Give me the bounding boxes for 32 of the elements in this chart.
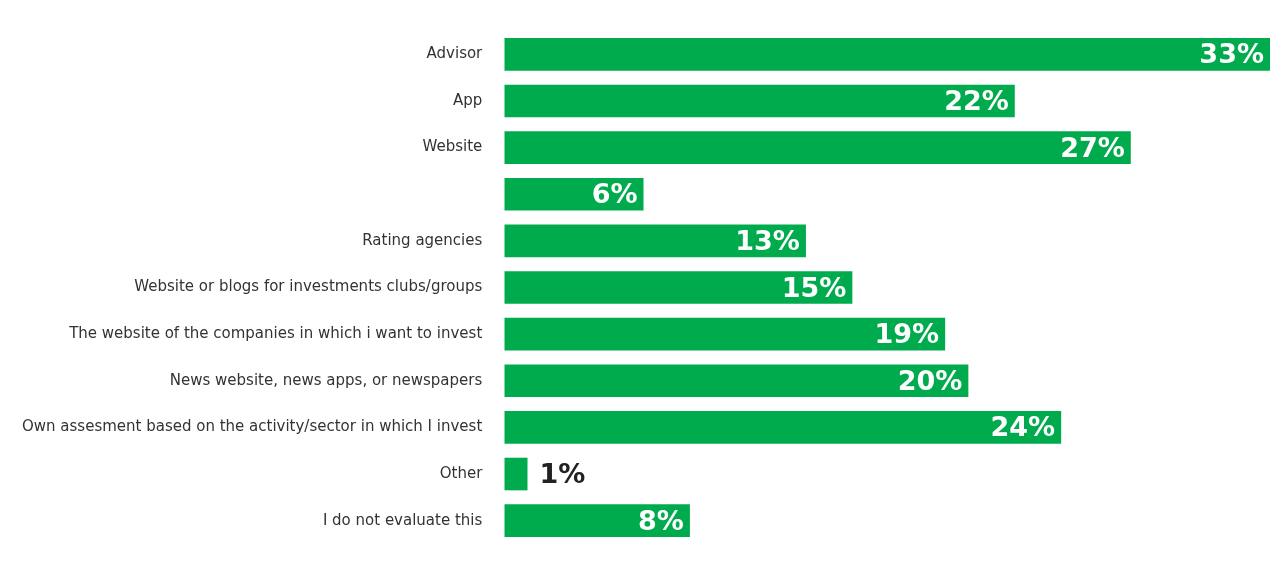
y-tick-label: Own assesment based on the activity/sector in which I invest — [21, 417, 483, 436]
bar — [504, 131, 1131, 164]
bar — [504, 224, 806, 258]
bar — [504, 364, 969, 398]
bar — [504, 504, 690, 538]
bar — [504, 271, 853, 304]
bar — [504, 84, 1015, 118]
data-label: 15% — [781, 271, 847, 303]
bar — [504, 457, 528, 491]
y-tick-label: Other — [439, 463, 484, 482]
y-tick-label: Website or blogs for investments clubs/groups — [134, 277, 483, 296]
y-tick-label: Website — [422, 137, 483, 156]
bar — [504, 411, 1062, 444]
data-label: 19% — [874, 318, 940, 350]
y-tick-label: The website of the companies in which i want to invest — [68, 324, 483, 343]
data-label: 13% — [735, 224, 800, 256]
y-tick-label: Rating agencies — [362, 230, 483, 249]
bar — [504, 317, 946, 351]
data-label: 1% — [539, 458, 586, 490]
data-label: 33% — [1199, 38, 1264, 70]
bar — [504, 177, 644, 211]
y-tick-label: Advisor — [426, 44, 484, 63]
data-label: 20% — [897, 364, 963, 396]
data-label: 24% — [990, 411, 1056, 443]
y-tick-label: I do not evaluate this — [322, 510, 483, 529]
data-label: 27% — [1060, 131, 1125, 163]
data-label: 22% — [944, 84, 1009, 116]
y-tick-label: News website, news apps, or newspapers — [169, 370, 483, 389]
bar — [504, 38, 1270, 71]
data-label: 6% — [591, 178, 638, 210]
data-label: 8% — [638, 504, 684, 536]
y-tick-label: App — [452, 90, 483, 109]
